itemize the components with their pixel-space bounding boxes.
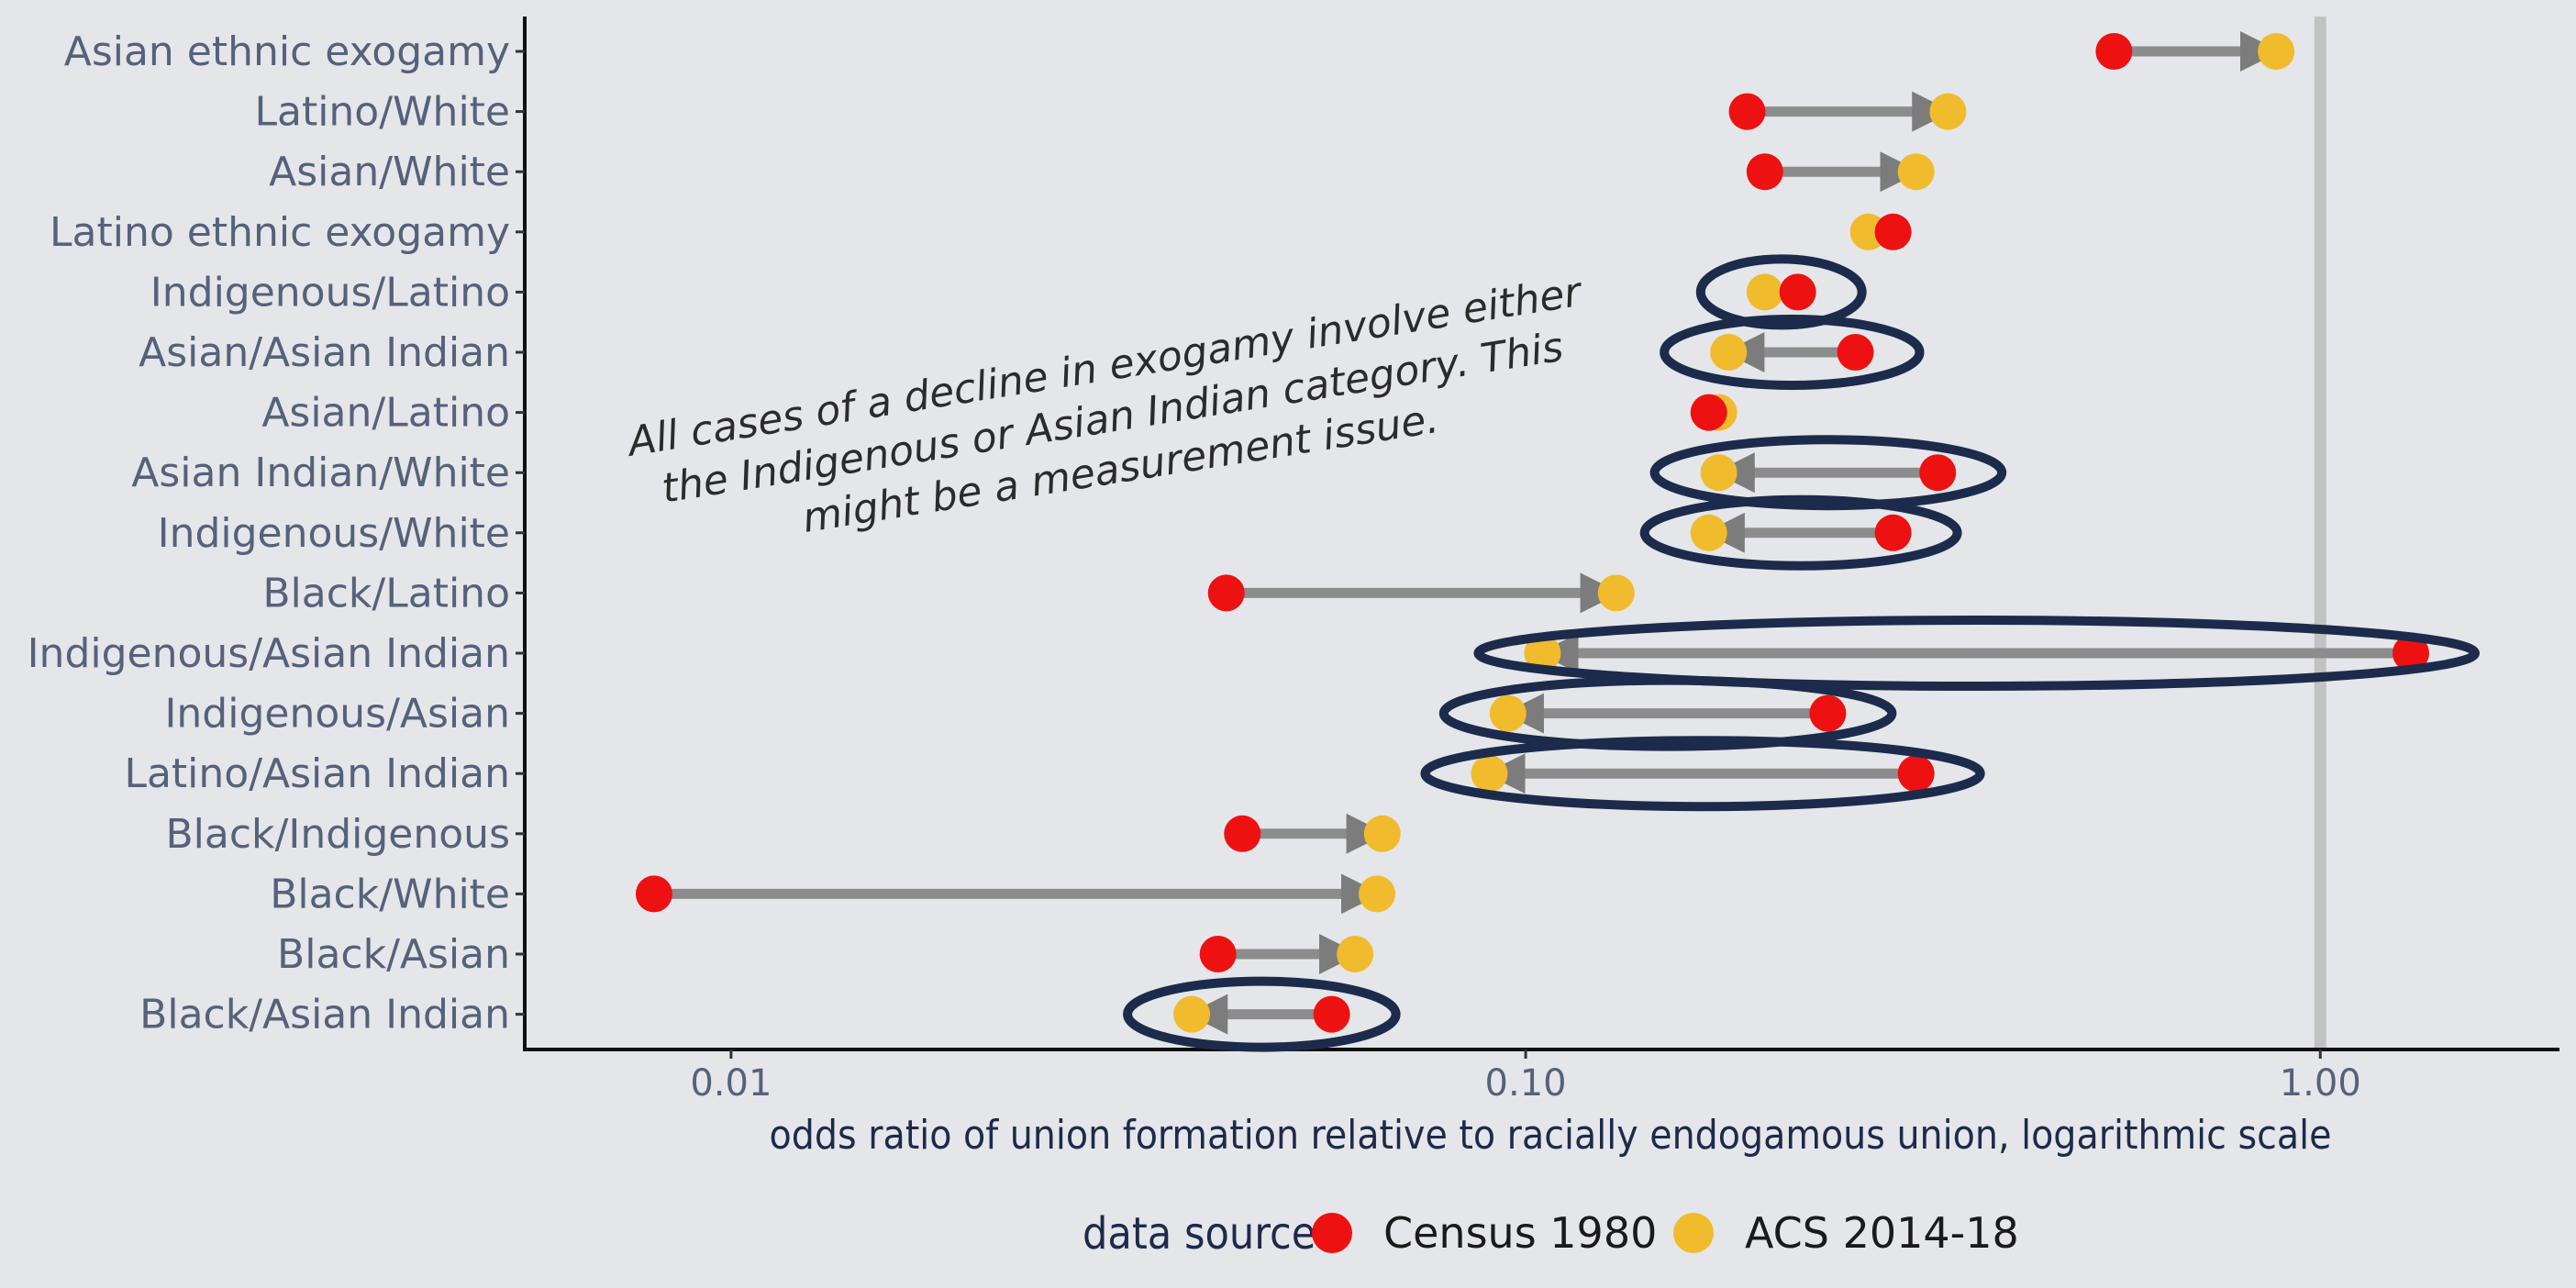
point-census-1980 [1809, 694, 1847, 732]
point-census-1980 [1874, 213, 1912, 250]
point-acs-2014-18 [1929, 93, 1967, 130]
point-census-1980 [1779, 273, 1816, 311]
category-label: Black/Asian Indian [139, 992, 510, 1038]
point-acs-2014-18 [1710, 334, 1748, 371]
point-census-1980 [1690, 394, 1727, 431]
highlight-ellipse [1473, 616, 2480, 691]
point-census-1980 [1313, 995, 1350, 1033]
point-acs-2014-18 [1471, 755, 1508, 793]
point-acs-2014-18 [1173, 995, 1211, 1033]
change-arrows [657, 31, 2407, 1035]
point-census-1980 [2392, 635, 2429, 672]
data-points [635, 33, 2429, 1033]
category-label: Black/Latino [262, 570, 510, 616]
x-axis-ticks: 0.01 0.10 1.00 [690, 1049, 2361, 1105]
point-acs-2014-18 [1359, 875, 1396, 913]
category-label: Indigenous/Latino [150, 269, 510, 316]
x-tick-label: 0.01 [690, 1062, 772, 1105]
point-census-1980 [635, 875, 672, 913]
highlight-ellipse [1420, 736, 1985, 812]
category-label: Asian Indian/White [131, 450, 510, 496]
point-census-1980 [1837, 334, 1874, 371]
category-label: Asian/Asian Indian [139, 329, 510, 376]
legend-swatch [1673, 1213, 1714, 1253]
highlight-ellipse [1695, 254, 1867, 330]
legend-item-label: ACS 2014-18 [1745, 1208, 2019, 1258]
point-acs-2014-18 [1363, 815, 1401, 852]
point-acs-2014-18 [1746, 273, 1783, 311]
point-census-1980 [1224, 815, 1261, 852]
annotation-note: All cases of a decline in exogamy involv… [622, 269, 1586, 542]
highlight-ellipse [1660, 315, 1925, 390]
category-label: Latino/Asian Indian [124, 750, 510, 797]
point-acs-2014-18 [1700, 454, 1738, 492]
legend-item-label: Census 1980 [1383, 1208, 1657, 1258]
highlight-ellipse [1649, 435, 2007, 511]
point-acs-2014-18 [1597, 574, 1635, 612]
highlight-ellipses [1123, 254, 2480, 1052]
category-label: Asian/Latino [261, 390, 510, 437]
point-census-1980 [1746, 153, 1783, 191]
x-tick-label: 0.10 [1485, 1062, 1567, 1105]
category-label: Latino/White [254, 89, 510, 136]
x-axis-title: odds ratio of union formation relative t… [770, 1112, 2332, 1159]
point-acs-2014-18 [2258, 33, 2295, 70]
category-label: Asian/White [269, 149, 510, 195]
category-label: Indigenous/White [158, 510, 510, 557]
legend: data source Census 1980 ACS 2014-18 [1083, 1208, 2019, 1260]
point-acs-2014-18 [1690, 514, 1727, 551]
category-label: Latino ethnic exogamy [50, 209, 510, 256]
highlight-ellipse [1123, 976, 1401, 1052]
y-axis-labels: Asian ethnic exogamy Latino/White Asian/Wh… [28, 28, 525, 1038]
highlight-ellipse [1639, 494, 1962, 571]
point-census-1980 [1728, 93, 1766, 130]
category-label: Black/White [270, 871, 510, 917]
point-census-1980 [2095, 33, 2133, 70]
point-acs-2014-18 [1897, 153, 1935, 191]
point-census-1980 [1919, 454, 1957, 492]
category-label: Black/Indigenous [165, 811, 510, 858]
point-census-1980 [1207, 574, 1245, 612]
category-label: Indigenous/Asian Indian [28, 630, 510, 677]
point-census-1980 [1897, 755, 1935, 793]
point-census-1980 [1199, 936, 1237, 972]
category-label: Black/Asian [277, 931, 510, 978]
highlight-ellipse [1438, 675, 1897, 751]
point-acs-2014-18 [1337, 936, 1374, 972]
legend-title: data source [1083, 1208, 1316, 1260]
point-census-1980 [1874, 514, 1912, 551]
category-label: Indigenous/Asian [164, 691, 510, 738]
x-tick-label: 1.00 [2280, 1062, 2361, 1105]
category-label: Asian ethnic exogamy [64, 28, 510, 75]
legend-swatch [1312, 1213, 1352, 1253]
point-acs-2014-18 [1524, 635, 1561, 672]
point-acs-2014-18 [1489, 694, 1527, 732]
